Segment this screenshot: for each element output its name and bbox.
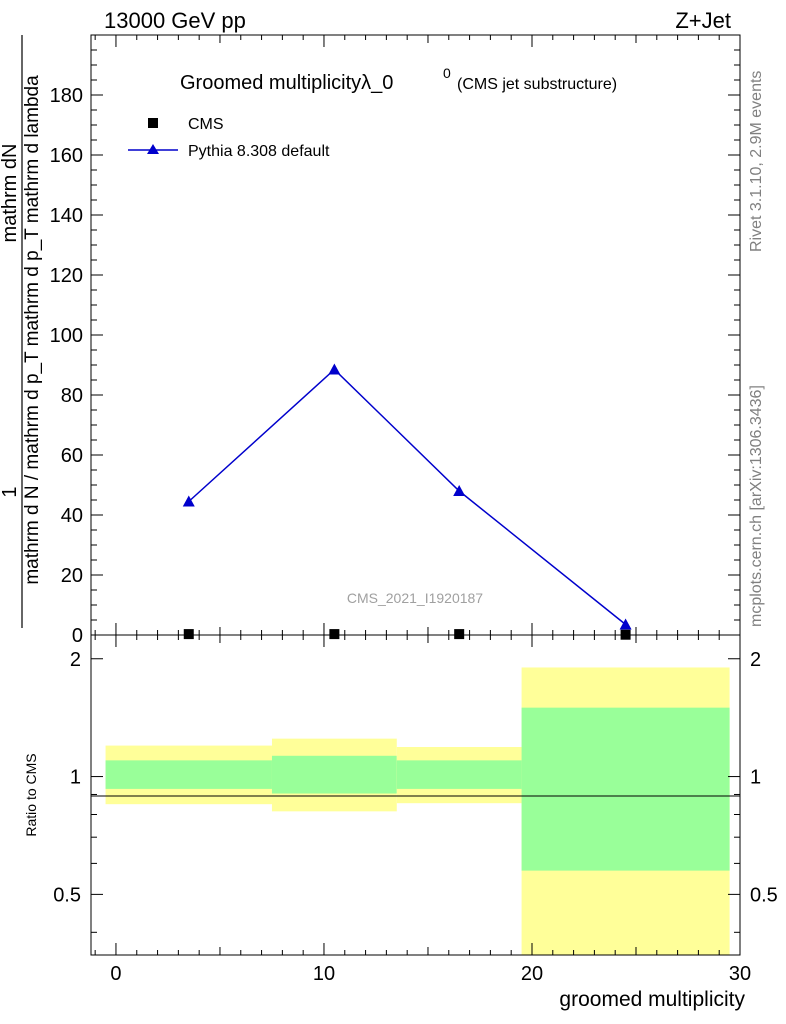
x-axis-label: groomed multiplicity: [559, 988, 745, 1011]
ratio-inner-band: [271, 755, 397, 794]
pythia-point: [619, 618, 632, 630]
plot-subtitle: (CMS jet substructure): [457, 76, 617, 93]
x-tick-label: 30: [729, 963, 751, 985]
analysis-watermark: CMS_2021_I1920187: [347, 590, 483, 606]
x-tick-label: 20: [521, 963, 543, 985]
legend: CMS Pythia 8.308 default: [128, 116, 330, 160]
pythia-point: [182, 495, 195, 507]
ratio-inner-band: [521, 707, 730, 871]
process-label: Z+Jet: [675, 8, 731, 33]
main-y-tick-label: 60: [61, 445, 83, 467]
ratio-y-tick-label: 0.5: [53, 884, 81, 906]
main-y-tick-label: 180: [50, 85, 83, 107]
y-axis-label-numerator: mathrm dN: [0, 144, 21, 243]
main-y-tick-label: 120: [50, 265, 83, 287]
mcplots-label: mcplots.cern.ch [arXiv:1306.3436]: [748, 385, 765, 627]
main-y-tick-label: 100: [50, 325, 83, 347]
cms-data-point: [183, 629, 194, 640]
pythia-point: [328, 363, 341, 375]
beam-energy-label: 13000 GeV pp: [104, 8, 246, 33]
plot-title: Groomed multiplicityλ_0: [180, 72, 393, 94]
cms-data-point: [329, 629, 340, 640]
ratio-y-tick-label: 1: [70, 767, 81, 789]
y-axis-label-denominator: mathrm d N / mathrm d p_T mathrm d p_T m…: [22, 75, 43, 585]
y-axis-label: 1 mathrm dN mathrm d N / mathrm d p_T ma…: [0, 35, 43, 628]
main-y-tick-label: 160: [50, 145, 83, 167]
main-y-tick-label: 0: [72, 625, 83, 647]
x-tick-label: 0: [110, 963, 121, 985]
main-y-tick-label: 40: [61, 505, 83, 527]
main-y-tick-label: 80: [61, 385, 83, 407]
plot-title-superscript: 0: [443, 65, 451, 81]
ratio-inner-band: [396, 760, 522, 789]
main-y-tick-label: 140: [50, 205, 83, 227]
ratio-y-tick-label: 2: [70, 649, 81, 671]
legend-label-cms: CMS: [188, 116, 224, 133]
ratio-plot: 0.5 0.51 12 20 10 20 30 Ratio to CMS groomed m…: [23, 634, 778, 1011]
ratio-y-tick-label-right: 1: [750, 767, 761, 789]
legend-marker-cms: [148, 118, 158, 128]
pythia-line: [188, 368, 627, 626]
ratio-inner-band: [105, 760, 272, 789]
y-axis-label-numerator-one: 1: [0, 486, 21, 497]
cms-data-point: [454, 629, 465, 640]
legend-label-pythia: Pythia 8.308 default: [188, 143, 330, 160]
legend-marker-pythia: [147, 144, 159, 154]
ratio-plot-frame: [90, 634, 741, 956]
ratio-y-tick-label-right: 0.5: [750, 884, 778, 906]
ratio-y-tick-label-right: 2: [750, 649, 761, 671]
pythia-point: [453, 485, 466, 496]
ratio-y-axis-label: Ratio to CMS: [23, 753, 39, 836]
main-plot: 0 20 40 60 80 100 120 140 160 180 Groomed multipl…: [0, 34, 741, 647]
rivet-version-label: Rivet 3.1.10, 2.9M events: [748, 71, 765, 252]
main-y-tick-label: 20: [61, 565, 83, 587]
x-tick-label: 10: [313, 963, 335, 985]
